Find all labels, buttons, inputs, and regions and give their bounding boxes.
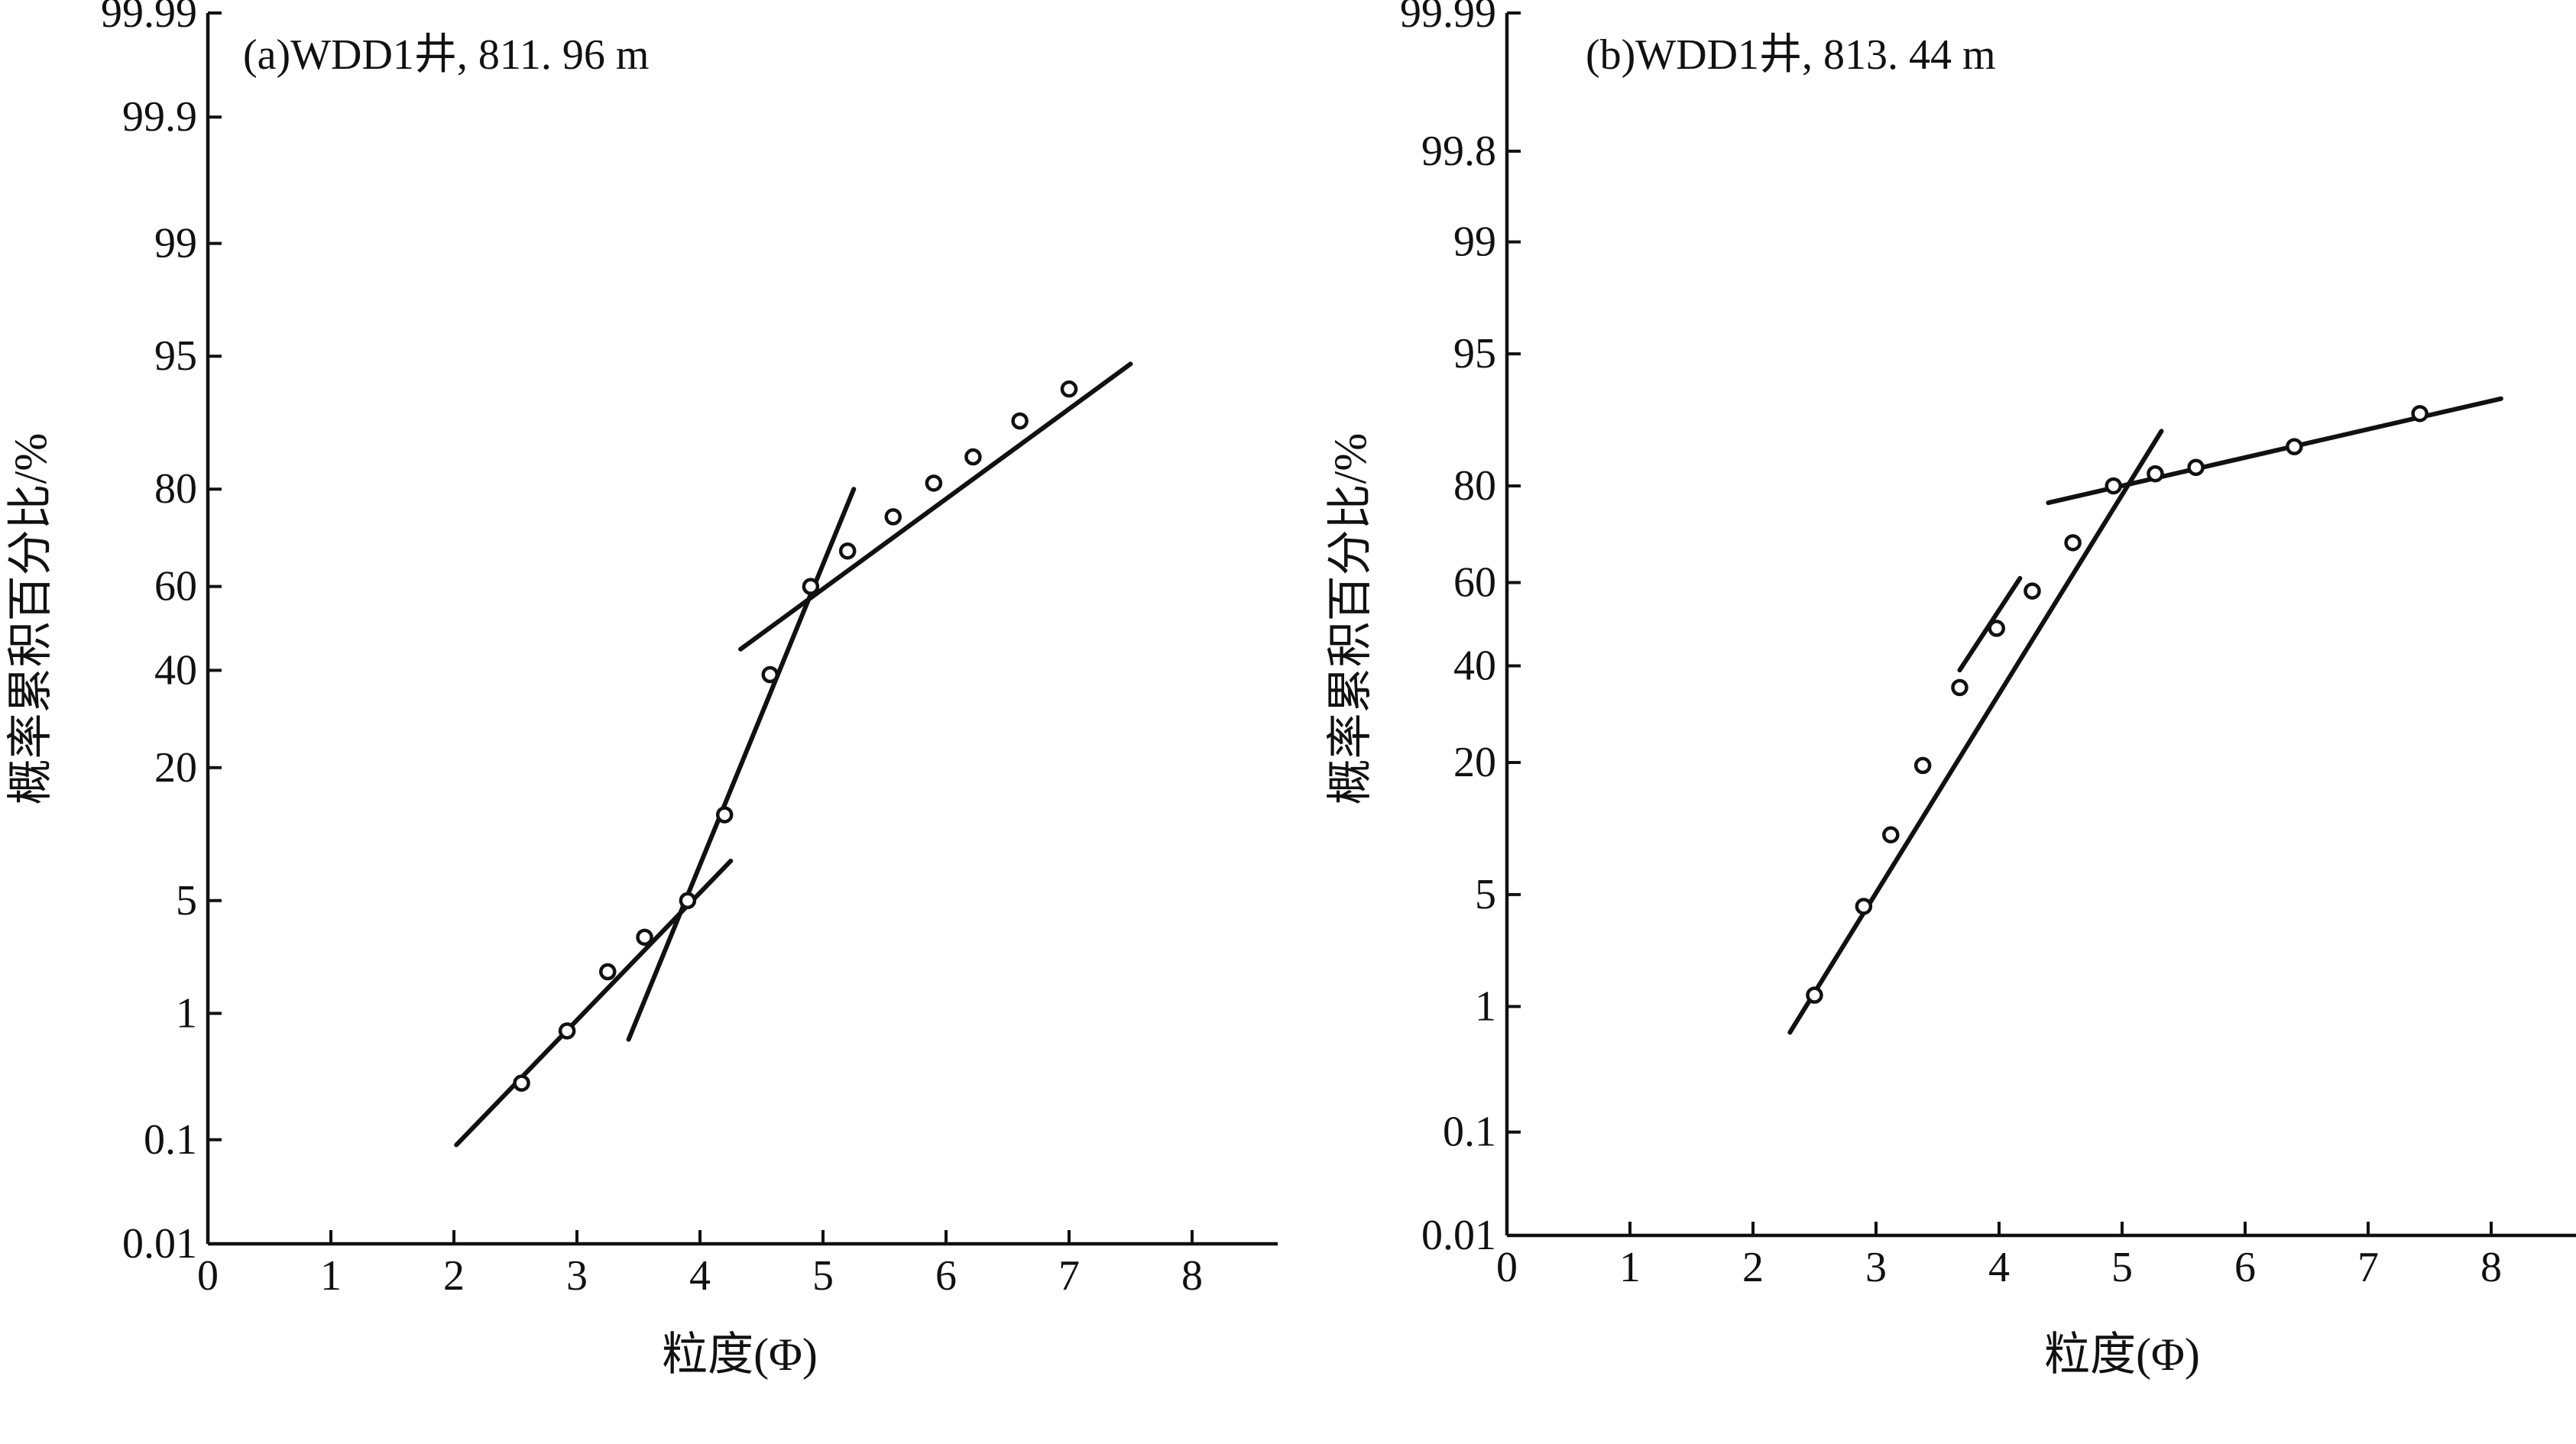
data-point [513, 1074, 530, 1092]
y-tick-label: 99 [154, 220, 197, 267]
y-tick-label: 40 [1453, 642, 1496, 689]
y-tick-label: 0.1 [144, 1116, 197, 1164]
data-point [599, 963, 617, 981]
data-point [2286, 438, 2303, 455]
panel-a-xlabel: 粒度(Φ) [662, 1329, 818, 1380]
x-tick-label: 1 [320, 1252, 342, 1300]
y-tick-label: 99.99 [101, 0, 197, 37]
data-point [1882, 826, 1900, 843]
data-point [964, 448, 982, 466]
panel-a-ylabel: 概率累积百分比/% [5, 433, 56, 805]
x-tick-label: 6 [935, 1252, 957, 1300]
y-tick-label: 60 [154, 563, 197, 610]
data-point [802, 578, 820, 595]
y-tick-label: 99.99 [1400, 0, 1496, 37]
y-tick-label: 80 [1453, 462, 1496, 510]
y-tick-label: 0.01 [1421, 1212, 1496, 1259]
y-tick-label: 60 [1453, 559, 1496, 607]
y-tick-label: 0.01 [122, 1220, 197, 1268]
data-point [2105, 477, 2122, 495]
panel-b-xlabel: 粒度(Φ) [2044, 1329, 2200, 1380]
data-point [884, 508, 902, 526]
y-tick-label: 95 [1453, 330, 1496, 377]
data-point [838, 542, 857, 560]
x-tick-label: 4 [1988, 1244, 2010, 1291]
panel-a-title: (a)WDD1井, 811. 96 m [243, 31, 649, 79]
y-tick-label: 5 [1475, 871, 1496, 918]
y-tick-label: 99.8 [1421, 128, 1496, 175]
x-tick-label: 7 [2357, 1244, 2379, 1291]
x-tick-label: 2 [443, 1252, 465, 1300]
panel-b-marks: 0.01 0.1 1 5 20 40 60 80 95 99 99.8 99.99 0 1 2 3 4 5 6 7 8 [1400, 0, 2576, 1291]
y-tick-label: 1 [176, 989, 197, 1037]
data-point [1951, 678, 1968, 697]
data-point [2187, 458, 2205, 476]
data-point [2411, 405, 2429, 423]
data-point [558, 1022, 576, 1040]
y-tick-label: 5 [176, 877, 197, 924]
x-tick-label: 3 [1865, 1244, 1887, 1291]
data-point [2147, 465, 2164, 483]
y-tick-label: 20 [154, 744, 197, 792]
data-point [1988, 620, 2006, 637]
data-point [925, 474, 943, 492]
data-point [761, 665, 779, 684]
data-point [1060, 380, 1078, 398]
fit-line-segment [626, 487, 857, 1042]
y-tick-label: 95 [154, 332, 197, 380]
y-tick-label: 1 [1475, 983, 1496, 1030]
x-tick-label: 4 [689, 1252, 711, 1300]
y-tick-label: 99.9 [122, 93, 197, 141]
x-tick-label: 1 [1619, 1244, 1641, 1291]
data-point [679, 892, 697, 910]
data-point [2064, 534, 2082, 552]
x-tick-label: 0 [1496, 1244, 1518, 1291]
panel-a-marks: 0.01 0.1 1 5 20 40 60 80 95 99 99.9 99.99 0 1 2 3 4 5 6 7 8 [101, 0, 1278, 1300]
data-point [715, 806, 734, 824]
panel-b: (b)WDD1井, 813. 44 m 概率累积百分比/% 粒度(Φ) 0.01… [1325, 0, 2576, 1380]
data-point [1855, 898, 1873, 915]
fit-line-segment [1787, 429, 2164, 1035]
x-tick-label: 5 [2111, 1244, 2133, 1291]
x-tick-label: 7 [1058, 1252, 1080, 1300]
x-tick-label: 8 [2480, 1244, 2502, 1291]
data-point [1806, 986, 1823, 1004]
x-tick-label: 6 [2234, 1244, 2256, 1291]
y-tick-label: 80 [154, 465, 197, 513]
panel-b-title: (b)WDD1井, 813. 44 m [1586, 31, 1996, 79]
x-tick-label: 2 [1742, 1244, 1764, 1291]
x-tick-label: 5 [812, 1252, 834, 1300]
panel-b-ylabel: 概率累积百分比/% [1325, 433, 1375, 805]
x-tick-label: 8 [1181, 1252, 1203, 1300]
data-point [1011, 412, 1029, 430]
panel-a: (a)WDD1井, 811. 96 m 概率累积百分比/% 粒度(Φ) 0.01… [5, 0, 1278, 1380]
data-point [1913, 756, 1932, 775]
y-tick-label: 99 [1453, 219, 1496, 266]
fit-line-segment [738, 361, 1133, 652]
x-tick-label: 0 [197, 1252, 219, 1300]
y-tick-label: 40 [154, 646, 197, 694]
x-tick-label: 3 [566, 1252, 588, 1300]
y-tick-label: 20 [1453, 739, 1496, 786]
data-point [2024, 582, 2041, 600]
y-tick-label: 0.1 [1443, 1109, 1496, 1156]
data-point [636, 928, 653, 946]
